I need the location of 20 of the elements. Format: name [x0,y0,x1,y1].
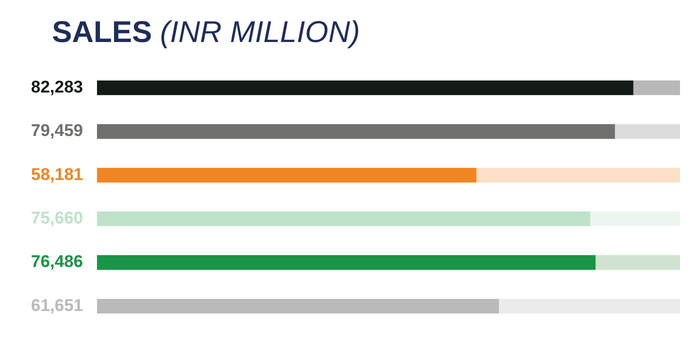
data-label: 58,181 [31,164,83,184]
data-label: 79,459 [31,121,83,140]
bar [97,80,634,96]
bar [498,298,680,314]
bar [97,124,615,139]
bar [97,298,499,314]
data-label: 75,660 [31,208,83,228]
bar [614,124,680,139]
bar [97,168,476,182]
bar [590,212,680,226]
bar [594,255,680,270]
chart-subtitle: (INR MILLION) [160,16,360,49]
data-label: 61,651 [31,296,83,315]
chart-title: SALES [52,16,152,49]
bar [632,80,680,96]
bar [97,255,596,270]
bar [476,168,680,182]
bar [97,212,590,226]
data-label: 76,486 [31,252,83,272]
data-label: 82,283 [31,78,83,97]
